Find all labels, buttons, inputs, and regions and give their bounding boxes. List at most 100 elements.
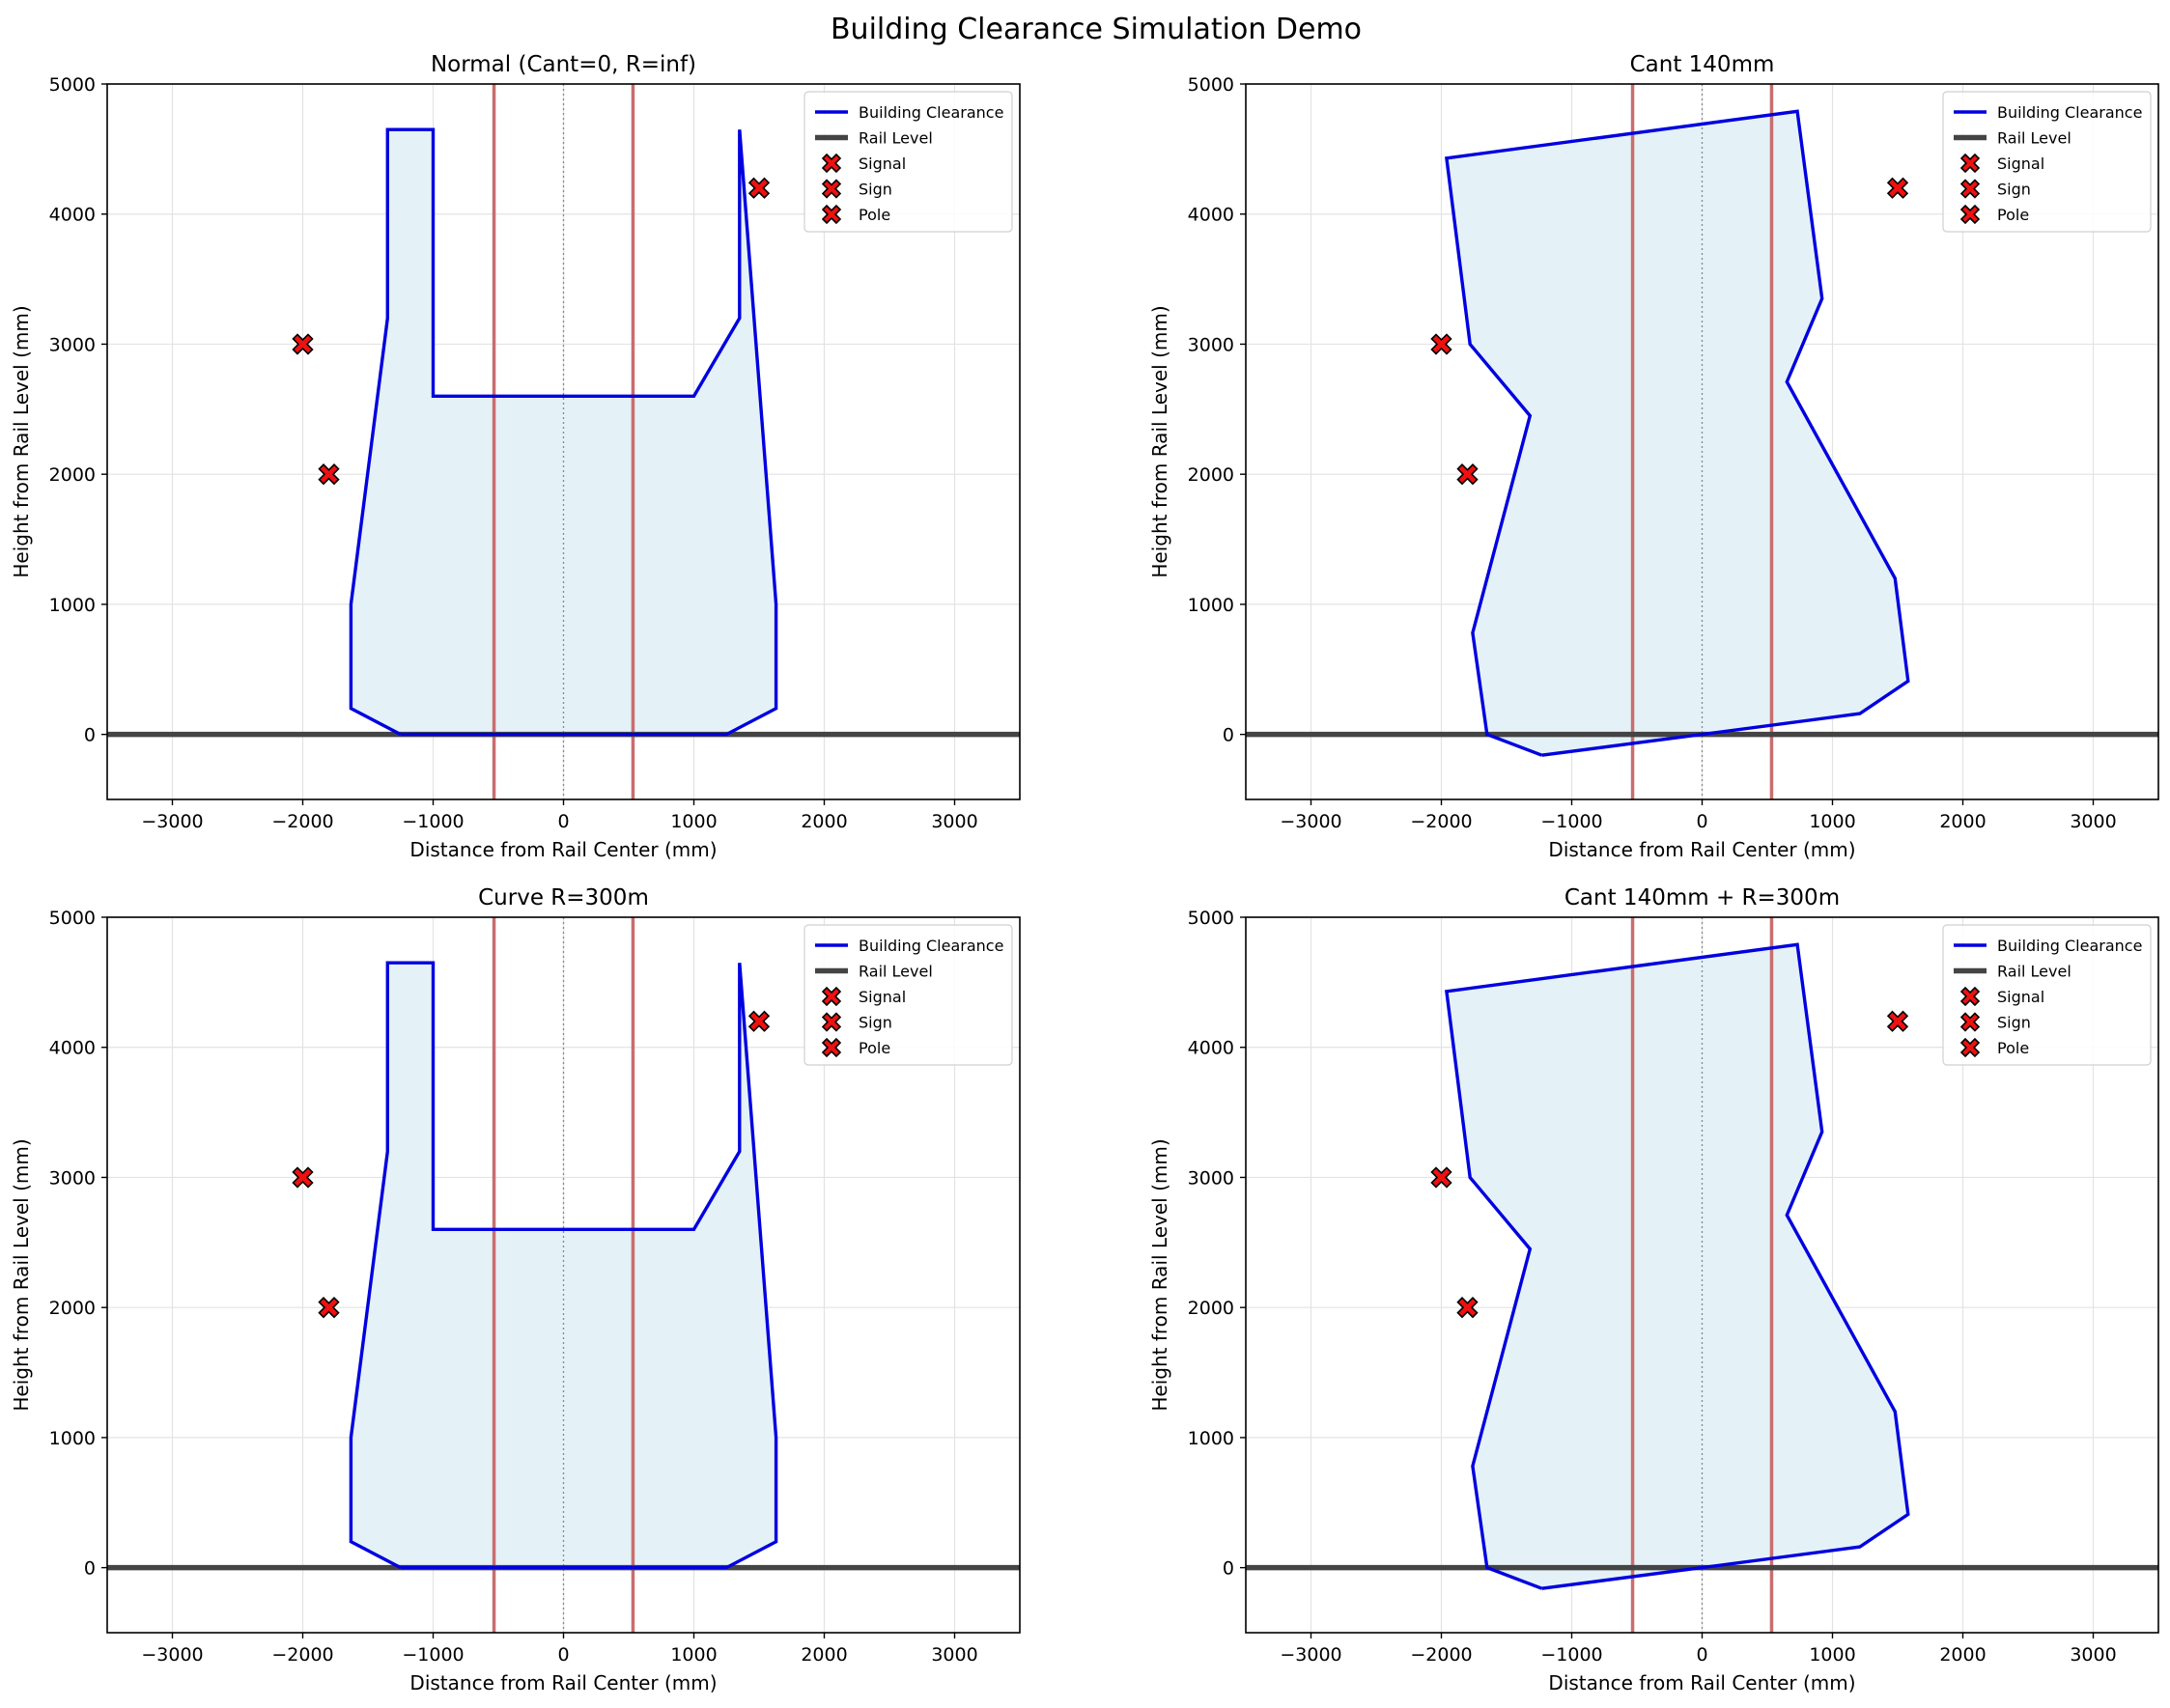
y-tick-label: 0 — [84, 1558, 96, 1580]
x-axis-label: Distance from Rail Center (mm) — [409, 1671, 717, 1694]
y-axis-label: Height from Rail Level (mm) — [1148, 305, 1171, 577]
y-tick-label: 2000 — [49, 1298, 96, 1319]
legend-swatch-sign — [1959, 1012, 1981, 1032]
legend-label-pole: Pole — [859, 206, 890, 224]
legend-label-building-clearance: Building Clearance — [859, 937, 1003, 955]
y-axis-label: Height from Rail Level (mm) — [10, 305, 33, 577]
panel-title: Curve R=300m — [478, 885, 649, 910]
y-tick-label: 3000 — [1188, 334, 1234, 355]
legend-swatch-pole — [1959, 1037, 1981, 1058]
x-axis-label: Distance from Rail Center (mm) — [1548, 838, 1855, 861]
x-tick-label: −3000 — [1280, 811, 1341, 832]
y-tick-label: 4000 — [49, 205, 96, 226]
legend: Building Clearance Rail Level Signal Sign Po… — [1942, 924, 2152, 1066]
legend-swatch-signal — [821, 153, 842, 174]
legend: Building Clearance Rail Level Signal Sign Po… — [803, 91, 1013, 233]
clearance-fill — [1446, 111, 1908, 756]
obstacle-marker-signal — [292, 1166, 314, 1189]
legend-label-rail-level: Rail Level — [1997, 129, 2071, 148]
obstacle-marker-sign — [1456, 463, 1479, 486]
legend-swatch-signal — [1959, 986, 1981, 1007]
panel-title: Cant 140mm + R=300m — [1564, 885, 1840, 910]
chart-panel-4: −3000 −2000 −1000 0 1000 2000 3000 0 1000 2000 300… — [1148, 885, 2159, 1694]
obstacle-marker-signal — [1430, 1166, 1452, 1189]
x-tick-label: 0 — [557, 811, 569, 832]
y-tick-label: 3000 — [49, 1167, 96, 1189]
y-tick-label: 2000 — [1188, 464, 1234, 486]
legend-label-sign: Sign — [859, 1014, 892, 1032]
legend-swatch-sign — [821, 179, 842, 199]
x-tick-label: 3000 — [2070, 1644, 2116, 1666]
x-tick-label: 1000 — [1809, 1644, 1855, 1666]
x-tick-label: −3000 — [141, 811, 203, 832]
y-tick-label: 5000 — [1188, 908, 1234, 929]
panel-title: Cant 140mm — [1630, 52, 1775, 77]
y-tick-label: 5000 — [1188, 74, 1234, 96]
legend-label-signal: Signal — [859, 154, 906, 173]
x-tick-label: 0 — [557, 1644, 569, 1666]
x-tick-label: 1000 — [670, 811, 717, 832]
y-tick-label: 0 — [84, 725, 96, 746]
y-tick-label: 2000 — [49, 464, 96, 486]
y-tick-label: 1000 — [49, 1428, 96, 1449]
x-tick-label: 3000 — [931, 811, 977, 832]
obstacle-marker-sign — [318, 1297, 340, 1319]
legend-label-building-clearance: Building Clearance — [1997, 103, 2142, 122]
y-tick-label: 1000 — [49, 595, 96, 616]
obstacle-marker-sign — [318, 463, 340, 486]
legend-swatch-pole — [821, 204, 842, 225]
x-tick-label: −2000 — [271, 811, 333, 832]
y-tick-label: 4000 — [49, 1038, 96, 1059]
y-tick-label: 4000 — [1188, 205, 1234, 226]
x-tick-label: −1000 — [402, 1644, 464, 1666]
y-axis-label: Height from Rail Level (mm) — [10, 1138, 33, 1411]
x-tick-label: 0 — [1696, 811, 1707, 832]
obstacle-marker-pole — [747, 177, 771, 199]
obstacle-marker-pole — [1886, 1010, 1909, 1032]
y-tick-label: 3000 — [49, 334, 96, 355]
legend-label-rail-level: Rail Level — [859, 963, 933, 981]
legend-swatch-signal — [821, 986, 842, 1007]
chart-panel-1: −3000 −2000 −1000 0 1000 2000 3000 0 1000 2000 300… — [10, 52, 1021, 861]
legend-swatch-sign — [821, 1012, 842, 1032]
legend-label-rail-level: Rail Level — [1997, 963, 2071, 981]
x-axis-label: Distance from Rail Center (mm) — [1548, 1671, 1855, 1694]
legend-box — [1942, 924, 2152, 1066]
obstacle-marker-pole — [1886, 177, 1909, 199]
x-tick-label: 2000 — [801, 1644, 847, 1666]
x-tick-label: −2000 — [1410, 1644, 1472, 1666]
building-clearance-outline — [1445, 109, 1910, 757]
figure-title: Building Clearance Simulation Demo — [831, 13, 1362, 46]
y-tick-label: 1000 — [1188, 595, 1234, 616]
chart-panel-3: −3000 −2000 −1000 0 1000 2000 3000 0 1000 2000 300… — [10, 885, 1021, 1694]
x-tick-label: 0 — [1696, 1644, 1707, 1666]
legend-label-building-clearance: Building Clearance — [859, 103, 1003, 122]
x-tick-label: 1000 — [670, 1644, 717, 1666]
legend-swatch-sign — [1959, 179, 1981, 199]
x-tick-label: 3000 — [931, 1644, 977, 1666]
x-tick-label: −1000 — [1540, 1644, 1602, 1666]
legend-swatch-pole — [821, 1037, 842, 1058]
x-tick-label: 1000 — [1809, 811, 1855, 832]
clearance-fill — [1446, 944, 1908, 1589]
legend: Building Clearance Rail Level Signal Sign Po… — [1942, 91, 2152, 233]
x-tick-label: 2000 — [1939, 1644, 1986, 1666]
y-tick-label: 0 — [1223, 1558, 1234, 1580]
legend-label-rail-level: Rail Level — [859, 129, 933, 148]
obstacle-marker-sign — [1456, 1297, 1479, 1319]
building-clearance-outline — [1445, 942, 1910, 1590]
y-tick-label: 0 — [1223, 725, 1234, 746]
legend: Building Clearance Rail Level Signal Sign Po… — [803, 924, 1013, 1066]
y-axis-label: Height from Rail Level (mm) — [1148, 1138, 1171, 1411]
x-tick-label: −1000 — [402, 811, 464, 832]
x-tick-label: 2000 — [801, 811, 847, 832]
legend-label-signal: Signal — [1997, 988, 2044, 1006]
building-clearance-outline — [349, 961, 778, 1570]
obstacle-marker-signal — [292, 333, 314, 355]
x-tick-label: −2000 — [271, 1644, 333, 1666]
x-tick-label: −3000 — [141, 1644, 203, 1666]
legend-label-sign: Sign — [1997, 181, 2031, 199]
obstacle-marker-signal — [1430, 333, 1452, 355]
legend-label-pole: Pole — [859, 1039, 890, 1057]
